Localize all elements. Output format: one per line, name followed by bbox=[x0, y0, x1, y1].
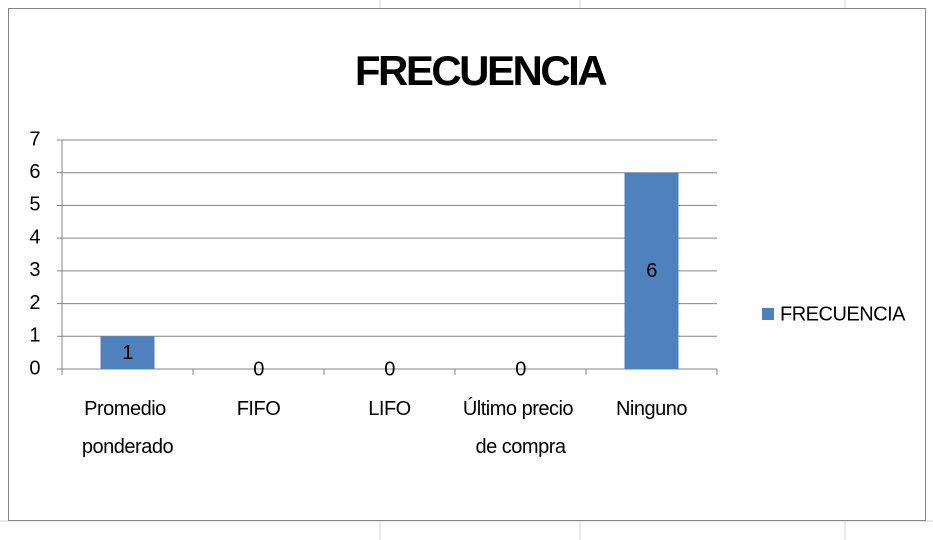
data-label: 0 bbox=[253, 358, 264, 380]
data-label: 0 bbox=[384, 358, 395, 380]
bar bbox=[624, 172, 679, 369]
chart-area bbox=[8, 8, 926, 521]
legend-label: FRECUENCIA bbox=[780, 303, 906, 325]
y-tick-label: 7 bbox=[29, 128, 40, 150]
data-label: 1 bbox=[122, 342, 133, 364]
y-tick-label: 1 bbox=[29, 325, 40, 347]
x-tick-label: Promedio ponderado bbox=[82, 398, 174, 458]
x-tick-label: FIFO bbox=[237, 398, 281, 420]
y-tick-label: 2 bbox=[29, 292, 40, 314]
y-tick-label: 6 bbox=[29, 161, 40, 183]
y-tick-label: 5 bbox=[29, 194, 40, 216]
x-tick-label: Último precio de compra bbox=[463, 397, 578, 458]
bar bbox=[100, 336, 155, 369]
y-tick-label: 3 bbox=[29, 259, 40, 281]
legend-swatch bbox=[762, 308, 774, 320]
y-tick-label: 0 bbox=[29, 357, 40, 379]
x-tick-label: LIFO bbox=[368, 398, 410, 420]
x-tick-label: Ninguno bbox=[616, 398, 687, 420]
chart-title: FRECUENCIA bbox=[355, 47, 608, 94]
data-label: 6 bbox=[646, 260, 657, 282]
data-label: 0 bbox=[515, 358, 526, 380]
y-tick-label: 4 bbox=[29, 226, 40, 248]
